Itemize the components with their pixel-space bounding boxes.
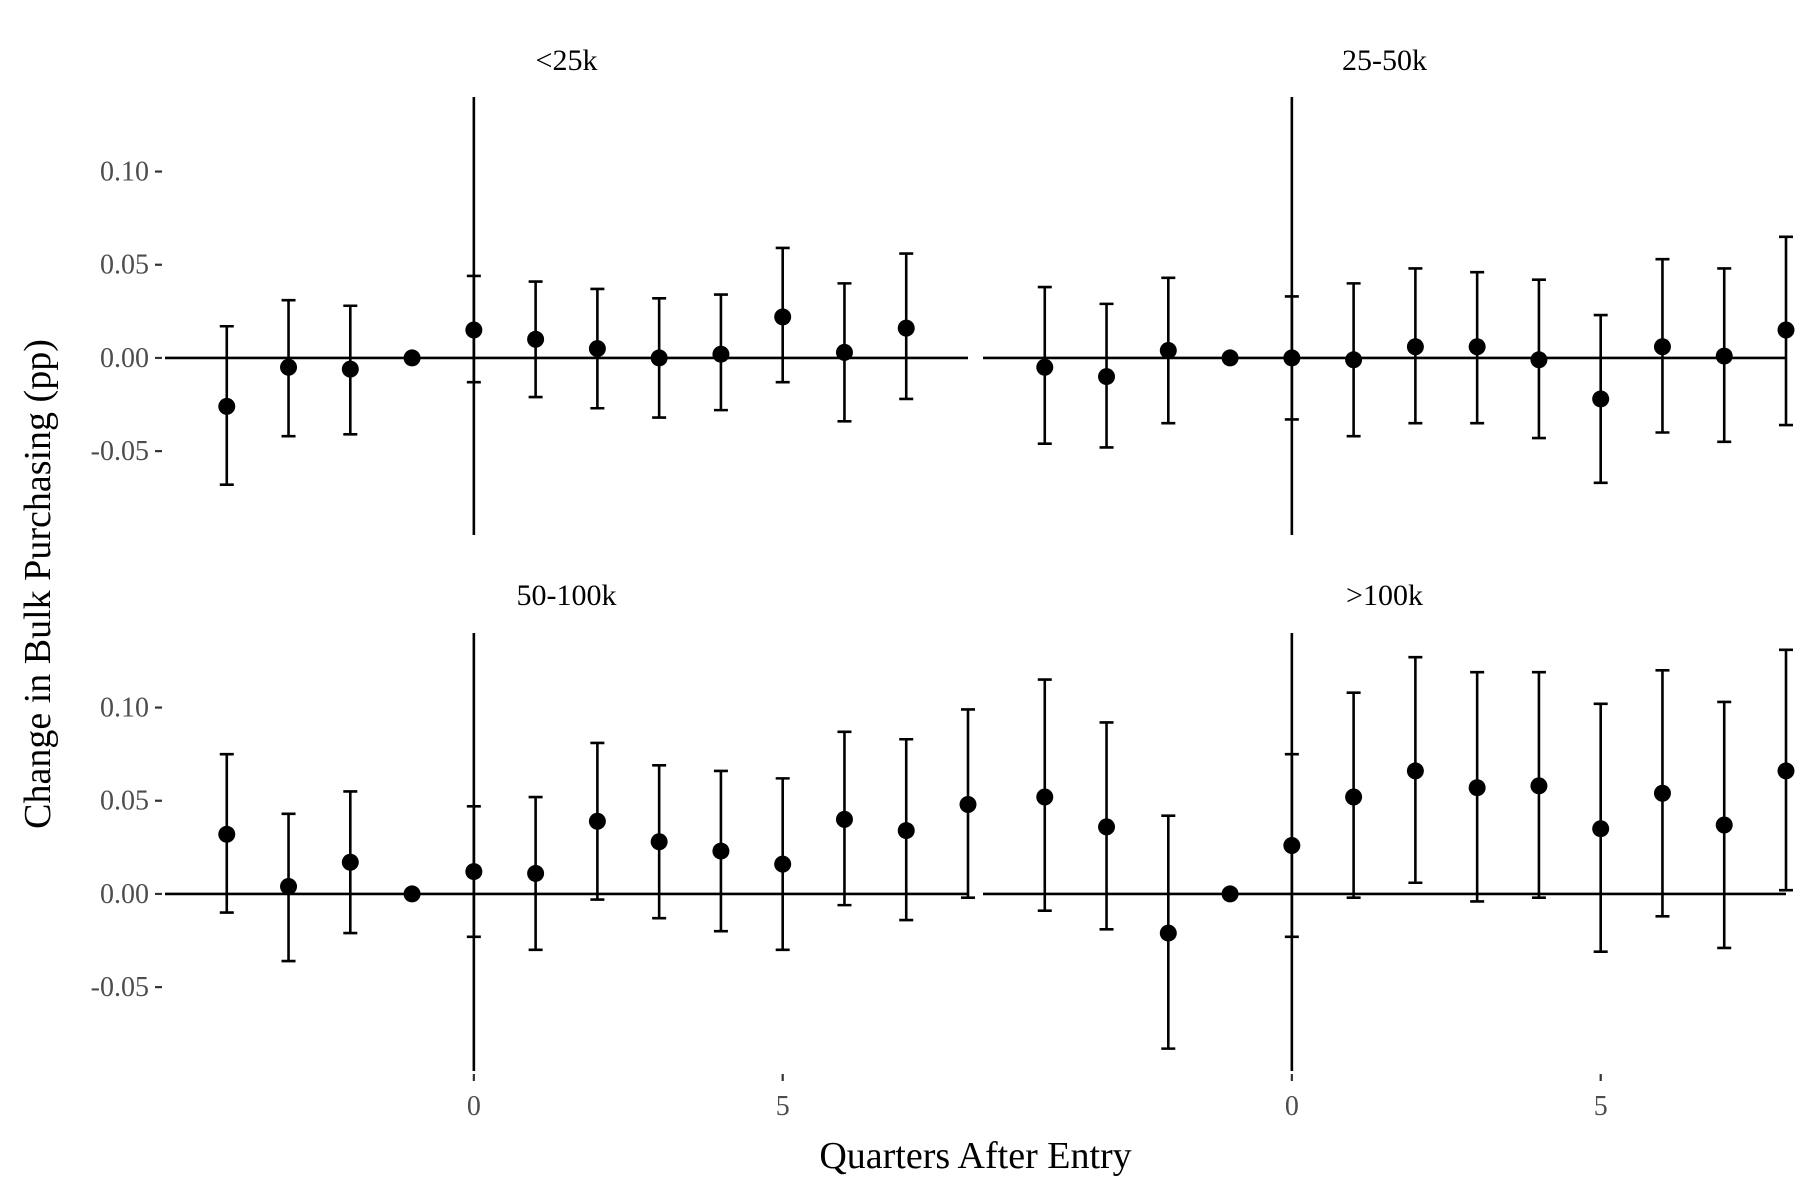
data-point bbox=[1221, 349, 1239, 367]
data-point bbox=[1345, 788, 1363, 806]
facet-panel-4: >100k 0 5 bbox=[983, 579, 1795, 1122]
data-point bbox=[650, 833, 668, 851]
data-point bbox=[1530, 351, 1548, 369]
data-point bbox=[1159, 341, 1177, 359]
data-point bbox=[1468, 338, 1486, 356]
data-point bbox=[1098, 818, 1116, 836]
data-point bbox=[588, 812, 606, 830]
y-tick-label: 0.10 bbox=[100, 157, 149, 188]
data-point bbox=[1159, 924, 1177, 942]
x-tick-label: 5 bbox=[1594, 1091, 1608, 1122]
data-point bbox=[527, 330, 545, 348]
data-point bbox=[712, 842, 730, 860]
data-point bbox=[465, 321, 483, 339]
y-tick-label: 0.05 bbox=[100, 250, 149, 281]
panel-title: 50-100k bbox=[517, 579, 617, 612]
y-tick-label: 0.00 bbox=[100, 879, 149, 910]
x-tick-label: 0 bbox=[467, 1091, 481, 1122]
data-point bbox=[650, 349, 668, 367]
data-point bbox=[341, 360, 359, 378]
data-point bbox=[1715, 347, 1733, 365]
data-point bbox=[1098, 368, 1116, 386]
facet-panel-1: <25k -0.05 0.00 0.05 0.10 bbox=[91, 44, 968, 535]
data-point bbox=[527, 864, 545, 882]
data-point bbox=[1036, 358, 1054, 376]
x-tick-label: 5 bbox=[776, 1091, 790, 1122]
data-point bbox=[897, 822, 915, 840]
data-point bbox=[774, 855, 792, 873]
data-point bbox=[1468, 779, 1486, 797]
data-point bbox=[959, 795, 977, 813]
panel-title: >100k bbox=[1346, 579, 1423, 612]
data-point bbox=[835, 810, 853, 828]
data-point bbox=[588, 340, 606, 358]
data-point bbox=[897, 319, 915, 337]
data-point bbox=[1653, 784, 1671, 802]
y-tick-label: 0.00 bbox=[100, 343, 149, 374]
data-point bbox=[1036, 788, 1054, 806]
data-point bbox=[1715, 816, 1733, 834]
data-point bbox=[1406, 338, 1424, 356]
data-point bbox=[403, 885, 421, 903]
data-point bbox=[1777, 762, 1795, 780]
data-point bbox=[1530, 777, 1548, 795]
y-tick-label: 0.10 bbox=[100, 693, 149, 724]
data-point bbox=[1283, 836, 1301, 854]
data-point bbox=[341, 853, 359, 871]
data-point bbox=[218, 825, 236, 843]
data-point bbox=[1592, 390, 1610, 408]
data-point bbox=[774, 308, 792, 326]
data-point bbox=[1777, 321, 1795, 339]
panel-title: <25k bbox=[536, 44, 598, 77]
y-axis-title: Change in Bulk Purchasing (pp) bbox=[17, 339, 59, 829]
data-point bbox=[835, 343, 853, 361]
data-point bbox=[280, 877, 298, 895]
data-point bbox=[1283, 349, 1301, 367]
x-axis-title: Quarters After Entry bbox=[819, 1135, 1131, 1177]
data-point bbox=[1653, 338, 1671, 356]
data-point bbox=[403, 349, 421, 367]
x-tick-label: 0 bbox=[1285, 1091, 1299, 1122]
data-point bbox=[280, 358, 298, 376]
data-point bbox=[1406, 762, 1424, 780]
facet-panel-2: 25-50k bbox=[983, 44, 1795, 535]
facet-panel-3: 50-100k -0.05 0.00 0.05 0.10 0 5 bbox=[91, 579, 977, 1122]
data-point bbox=[1345, 351, 1363, 369]
data-point bbox=[712, 345, 730, 363]
y-tick-label: -0.05 bbox=[91, 972, 149, 1003]
data-point bbox=[465, 863, 483, 881]
data-point bbox=[1592, 820, 1610, 838]
data-point bbox=[1221, 885, 1239, 903]
y-tick-label: 0.05 bbox=[100, 786, 149, 817]
y-tick-label: -0.05 bbox=[91, 436, 149, 467]
panel-title: 25-50k bbox=[1342, 44, 1427, 77]
data-point bbox=[218, 397, 236, 415]
